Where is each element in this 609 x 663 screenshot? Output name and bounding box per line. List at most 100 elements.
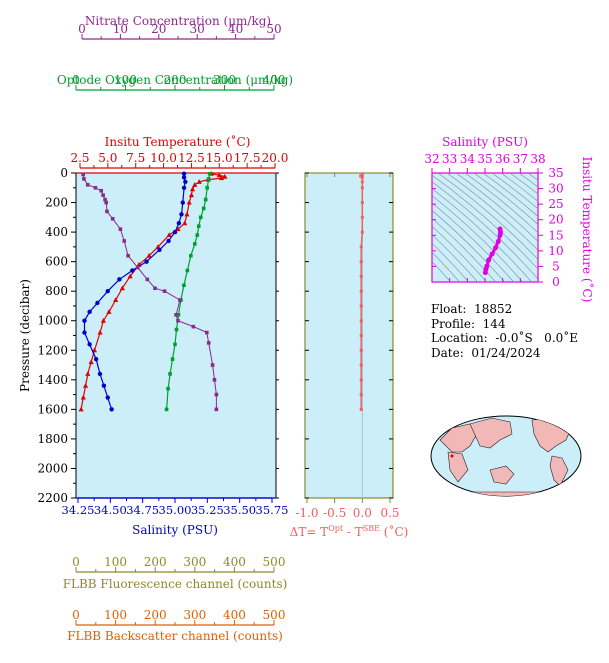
float-info: Float: 18852 Profile: 144 Location: -0.0…: [431, 302, 578, 360]
salinity-point: [105, 288, 110, 294]
delta_t-point: [359, 363, 363, 367]
ts-salinity-tick-label: 32: [424, 152, 439, 166]
oxygen-axis-title: Optode Oxygen Concentration (μm/kg): [57, 73, 293, 87]
ts-temperature-tick-label: 30: [548, 182, 563, 196]
oxygen-point: [176, 313, 181, 317]
nitrate-tick-label: 50: [266, 22, 281, 36]
temperature-point: [119, 285, 125, 291]
temperature-point: [113, 297, 119, 303]
map-land: [439, 417, 573, 496]
oxygen-point: [198, 215, 203, 220]
temperature-point: [175, 226, 181, 232]
ts-salinity-axis-title: Salinity (PSU): [442, 135, 528, 149]
nitrate-point: [206, 341, 211, 345]
temperature-point: [196, 179, 202, 184]
oxygen-point: [182, 283, 186, 288]
nitrate-tick-label: 0: [78, 22, 86, 36]
salinity-tick-label: 34.25: [62, 503, 95, 517]
ts-point: [493, 245, 499, 251]
oxygen-point: [189, 253, 193, 258]
temperature-point: [189, 186, 196, 192]
ts-density-contour: [432, 261, 452, 282]
ts-point: [486, 257, 492, 263]
ts-temperature-tick-label: 25: [548, 197, 563, 211]
location-value: -0.0˚S 0.0˚E: [495, 331, 579, 345]
pressure-tick-label: 600: [45, 255, 68, 269]
ts-density-contour: [432, 174, 538, 270]
oxygen-point: [206, 177, 211, 181]
pressure-tick-label: 2000: [37, 461, 68, 475]
temperature-point: [82, 382, 89, 388]
float-label: Float:: [431, 302, 467, 316]
ts-salinity-tick-label: 37: [513, 152, 528, 166]
fluorescence-tick-label: 500: [263, 555, 286, 569]
backscatter-tick-label: 400: [223, 608, 246, 622]
nitrate-point: [101, 193, 105, 197]
oxygen-tick-label: 300: [213, 73, 236, 87]
delta_t-point: [359, 348, 363, 352]
salinity-point: [179, 212, 184, 217]
nitrate-point: [122, 239, 127, 243]
nitrate-tick-label: 30: [190, 22, 205, 36]
ts-density-contour: [527, 173, 538, 181]
salinity-point: [82, 318, 87, 323]
salinity-tick-label: 35.50: [223, 503, 256, 517]
pressure-tick-label: 200: [45, 196, 68, 210]
temperature-point: [100, 317, 106, 323]
oxygen-point: [193, 242, 197, 246]
pressure-tick-label: 2200: [37, 491, 68, 505]
salinity-tick-label: 35.00: [159, 503, 192, 517]
oxygen-point: [203, 197, 208, 202]
oxygen-point: [166, 386, 170, 391]
nitrate-point: [93, 185, 98, 190]
nitrate-point: [174, 313, 178, 317]
delta_t-point: [359, 245, 363, 249]
oxygen-tick-label: 0: [72, 73, 80, 87]
salinity-point: [176, 221, 182, 226]
ts-density-contour: [432, 181, 538, 280]
fluorescence-tick-label: 400: [223, 555, 246, 569]
ts-density-contour: [432, 188, 533, 282]
nitrate-tick-label: 10: [113, 22, 128, 36]
ts-temperature-tick-label: 15: [548, 228, 563, 242]
ts-salinity-tick-label: 34: [460, 152, 476, 166]
nitrate-point: [81, 172, 85, 177]
salinity-point: [93, 356, 99, 362]
backscatter-tick-label: 200: [144, 608, 167, 622]
nitrate-point: [176, 318, 180, 323]
ts-density-contour: [455, 173, 538, 242]
nitrate-point: [105, 209, 109, 214]
salinity-point: [130, 268, 135, 273]
delta_t-point: [359, 304, 363, 308]
nitrate-tick-label: 20: [151, 22, 166, 36]
pressure-tick-label: 1200: [37, 343, 68, 357]
pressure-tick-label: 1000: [37, 314, 68, 328]
ts-density-contour: [432, 195, 524, 282]
backscatter-axis-title: FLBB Backscatter channel (counts): [67, 629, 283, 643]
ts-temperature-tick-label: 0: [552, 275, 560, 289]
salinity-point: [181, 171, 187, 176]
temperature-tick-label: 10.0: [150, 151, 177, 165]
delta_t-point: [359, 289, 363, 293]
oxygen-point: [173, 342, 177, 347]
salinity-point: [95, 300, 100, 306]
salinity-point: [181, 175, 187, 180]
nitrate-point: [178, 298, 182, 302]
temperature-point: [78, 406, 84, 412]
nitrate-point: [103, 197, 107, 202]
ts-density-contour: [482, 173, 538, 217]
ts-density-contour: [518, 173, 538, 188]
float-value: 18852: [474, 302, 513, 316]
nitrate-point: [126, 253, 130, 258]
ts-density-contour: [464, 173, 538, 234]
ts-density-contour: [432, 202, 515, 282]
salinity-point: [181, 185, 187, 190]
temperature-tick-label: 17.5: [234, 151, 261, 165]
salinity-point: [144, 259, 149, 264]
temperature-point: [106, 309, 112, 314]
nitrate-point: [162, 289, 167, 293]
ts-point: [489, 251, 495, 257]
temperature-tick-label: 12.5: [178, 151, 205, 165]
profile-value: 144: [482, 316, 506, 331]
